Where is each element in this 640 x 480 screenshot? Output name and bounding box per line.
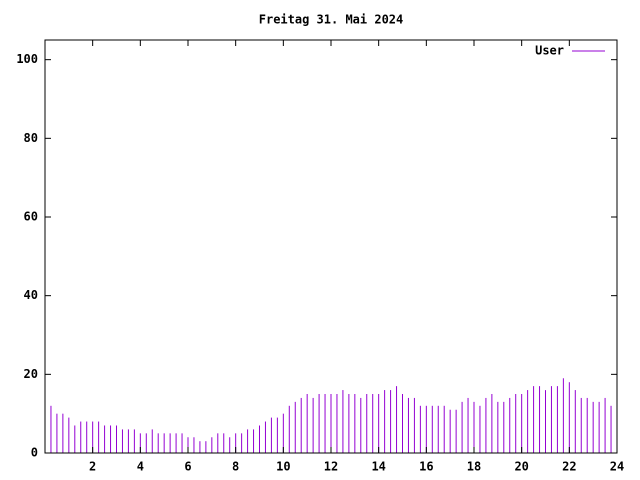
x-tick-label: 16	[419, 460, 433, 474]
y-tick-label: 40	[24, 288, 38, 302]
x-tick-label: 20	[514, 460, 528, 474]
x-tick-label: 6	[184, 460, 191, 474]
y-tick-label: 80	[24, 131, 38, 145]
chart-title: Freitag 31. Mai 2024	[259, 13, 404, 27]
x-tick-label: 12	[324, 460, 338, 474]
x-tick-label: 8	[232, 460, 239, 474]
x-tick-label: 4	[137, 460, 144, 474]
y-tick-label: 20	[24, 367, 38, 381]
x-tick-label: 14	[371, 460, 385, 474]
x-tick-label: 10	[276, 460, 290, 474]
x-tick-label: 18	[467, 460, 481, 474]
y-tick-label: 60	[24, 210, 38, 224]
legend-label: User	[535, 44, 564, 58]
y-tick-label: 100	[16, 52, 38, 66]
x-tick-label: 2	[89, 460, 96, 474]
y-tick-label: 0	[31, 446, 38, 460]
x-tick-label: 24	[610, 460, 624, 474]
x-tick-label: 22	[562, 460, 576, 474]
